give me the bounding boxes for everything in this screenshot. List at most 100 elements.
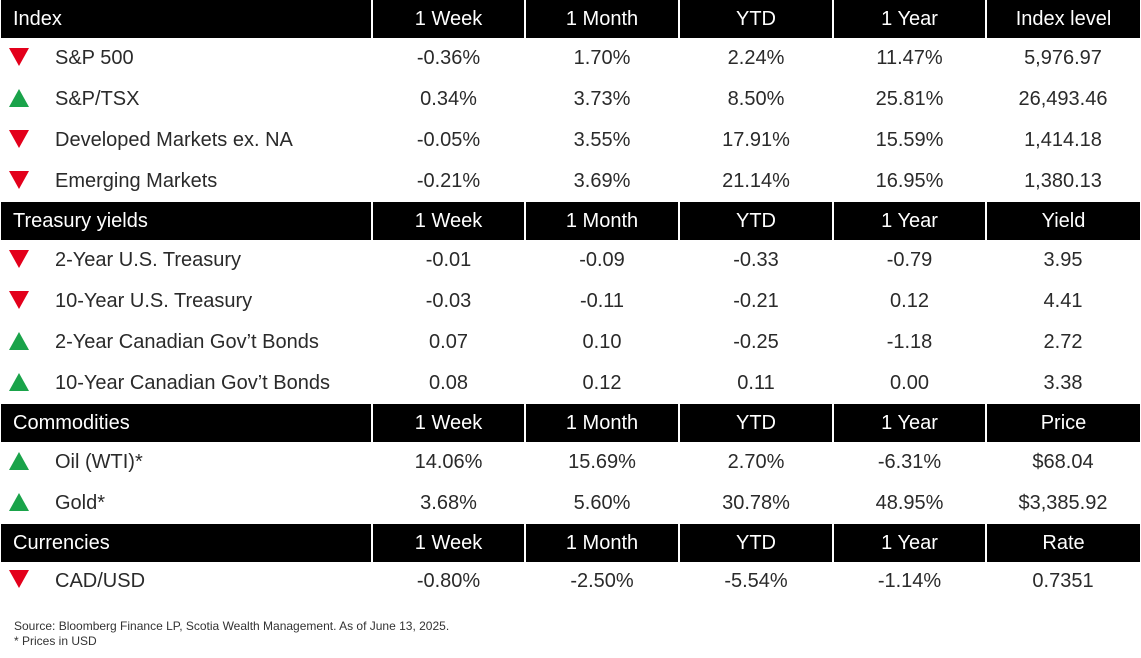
table-row: S&P/TSX 0.34% 3.73% 8.50% 25.81% 26,493.46 (1, 79, 1140, 120)
down-arrow-icon (9, 290, 29, 309)
month-change: 0.12 (582, 372, 622, 394)
commodities-header-row: Commodities 1 Week 1 Month YTD 1 Year Price (1, 404, 1140, 442)
year-change: 0.12 (890, 290, 929, 312)
up-arrow-icon (9, 88, 29, 107)
year-change: -1.14% (877, 569, 942, 592)
instrument-name: S&P 500 (55, 47, 134, 69)
value: 1,414.18 (1024, 129, 1102, 151)
week-change: 0.34% (420, 88, 477, 110)
value: 3.95 (1043, 249, 1083, 271)
instrument-cell: 2-Year U.S. Treasury (1, 240, 372, 281)
instrument-cell: Developed Markets ex. NA (1, 120, 372, 161)
column-header: YTD (678, 524, 833, 562)
table-row: 10-Year U.S. Treasury -0.03 -0.11 -0.21 0.12… (1, 281, 1140, 322)
value: 2.72 (1043, 331, 1083, 353)
column-header: 1 Year (832, 202, 986, 240)
month-change: 3.55% (573, 129, 631, 151)
week-change: 0.07 (429, 331, 468, 353)
down-arrow-icon (9, 249, 29, 268)
column-header: YTD (678, 202, 833, 240)
instrument-cell: 10-Year U.S. Treasury (1, 281, 372, 322)
year-change: 25.81% (875, 88, 944, 110)
down-arrow-icon (9, 129, 29, 148)
currencies-header-row: Currencies 1 Week 1 Month YTD 1 Year Rate (1, 524, 1140, 562)
down-arrow-icon (9, 170, 29, 189)
treasury-yields-header-row: Treasury yields 1 Week 1 Month YTD 1 Year Yie… (1, 202, 1140, 240)
year-change: -1.18 (886, 331, 933, 353)
column-header: YTD (678, 0, 833, 38)
instrument-name: 2-Year Canadian Gov’t Bonds (55, 331, 319, 353)
ytd-change: 8.50% (727, 88, 785, 110)
instrument-name: 10-Year U.S. Treasury (55, 290, 253, 312)
month-change: -2.50% (570, 569, 634, 592)
table-row: Gold* 3.68% 5.60% 30.78% 48.95% $3,385.92 (1, 483, 1140, 524)
month-change: -0.11 (579, 290, 625, 312)
column-header: 1 Week (371, 524, 525, 562)
instrument-cell: Emerging Markets (1, 161, 372, 202)
column-header: Index level (985, 0, 1140, 38)
up-arrow-icon (9, 451, 29, 470)
currencies-header-title: Currencies (1, 524, 372, 562)
month-change: 0.10 (582, 331, 622, 353)
ytd-change: -5.54% (724, 569, 788, 592)
ytd-change: -0.33 (733, 249, 779, 271)
index-header-title: Index (1, 0, 372, 38)
market-table-body: Index 1 Week 1 Month YTD 1 Year Index level S&… (1, 0, 1140, 600)
instrument-name: 10-Year Canadian Gov’t Bonds (55, 372, 330, 394)
week-change: -0.01 (425, 249, 472, 271)
instrument-cell: S&P/TSX (1, 79, 372, 120)
table-row: Developed Markets ex. NA -0.05% 3.55% 17.91… (1, 120, 1140, 161)
commodities-header-title: Commodities (1, 404, 372, 442)
year-change: 15.59% (875, 129, 944, 151)
instrument-name: CAD/USD (55, 569, 146, 592)
ytd-change: 21.14% (722, 170, 790, 192)
value: $3,385.92 (1018, 492, 1108, 514)
year-change: 11.47% (876, 47, 943, 69)
week-change: -0.21% (416, 170, 481, 192)
column-header: 1 Year (832, 524, 986, 562)
month-change: 5.60% (573, 492, 631, 514)
instrument-name: Oil (WTI)* (55, 451, 143, 473)
week-change: 0.08 (429, 372, 468, 394)
instrument-cell: S&P 500 (1, 38, 372, 79)
week-change: -0.05% (416, 129, 481, 151)
week-change: -0.80% (416, 569, 481, 592)
month-change: 3.69% (573, 170, 631, 192)
column-header: Rate (985, 524, 1140, 562)
table-row: 10-Year Canadian Gov’t Bonds 0.08 0.12 0.11… (1, 363, 1140, 404)
column-header: YTD (678, 404, 833, 442)
table-row: CAD/USD -0.80% -2.50% -5.54% -1.14% 0.7351 (1, 562, 1140, 600)
column-header: 1 Month (524, 0, 679, 38)
up-arrow-icon (9, 492, 29, 511)
value: 26,493.46 (1018, 88, 1108, 110)
ytd-change: 30.78% (722, 492, 790, 514)
value: 4.41 (1043, 290, 1083, 312)
ytd-change: -0.25 (733, 331, 779, 353)
year-change: -0.79 (886, 249, 933, 271)
column-header: Price (985, 404, 1140, 442)
table-row: Oil (WTI)* 14.06% 15.69% 2.70% -6.31% $68.04 (1, 442, 1140, 483)
ytd-change: -0.21 (733, 290, 779, 312)
month-change: 15.69% (568, 451, 636, 473)
year-change: 16.95% (875, 170, 944, 192)
footnote: * Prices in USD (14, 634, 97, 648)
instrument-cell: 10-Year Canadian Gov’t Bonds (1, 363, 372, 404)
instrument-name: Gold* (55, 492, 106, 514)
instrument-cell: CAD/USD (1, 562, 372, 600)
instrument-cell: 2-Year Canadian Gov’t Bonds (1, 322, 372, 363)
instrument-cell: Oil (WTI)* (1, 442, 372, 483)
value: 3.38 (1043, 372, 1083, 394)
value: 1,380.13 (1024, 170, 1102, 192)
notes: Source: Bloomberg Finance LP, Scotia Wea… (14, 619, 449, 649)
column-header: 1 Month (524, 524, 679, 562)
year-change: 0.00 (890, 372, 929, 394)
market-table: Index 1 Week 1 Month YTD 1 Year Index level S&… (1, 0, 1140, 600)
column-header: 1 Week (371, 404, 525, 442)
down-arrow-icon (9, 47, 29, 66)
up-arrow-icon (9, 331, 29, 350)
month-change: 3.73% (573, 88, 631, 110)
table-row: 2-Year Canadian Gov’t Bonds 0.07 0.10 -0.25… (1, 322, 1140, 363)
column-header: 1 Year (832, 404, 986, 442)
instrument-cell: Gold* (1, 483, 372, 524)
